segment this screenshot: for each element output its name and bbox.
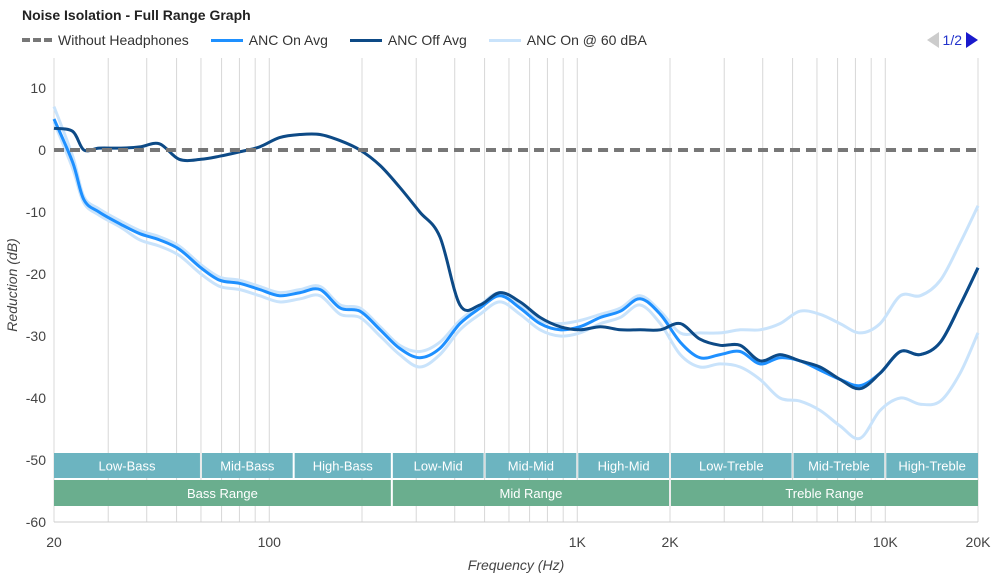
band-mid-bass-label: Mid-Bass — [220, 459, 275, 474]
y-tick-label: -30 — [26, 328, 46, 344]
chart-title: Noise Isolation - Full Range Graph — [22, 7, 251, 23]
x-tick-label: 1K — [569, 534, 587, 550]
legend-pager: 1/2 — [926, 32, 978, 48]
y-axis-title: Reduction (dB) — [4, 238, 20, 331]
band-high-treble — [886, 453, 978, 478]
page-indicator: 1/2 — [942, 32, 962, 48]
range-mid-range-label: Mid Range — [499, 486, 562, 501]
y-tick-label: -40 — [26, 390, 46, 406]
legend-item-without-headphones[interactable]: Without Headphones — [22, 32, 189, 48]
band-low-mid — [392, 453, 484, 478]
band-low-mid-label: Low-Mid — [414, 459, 463, 474]
x-tick-label: 20 — [46, 534, 62, 550]
range-bass-range-label: Bass Range — [187, 486, 258, 501]
prev-page-icon[interactable] — [926, 32, 939, 48]
y-tick-label: -20 — [26, 266, 46, 282]
legend-swatch — [22, 38, 52, 42]
legend: Without Headphones ANC On Avg ANC Off Av… — [22, 32, 647, 48]
y-tick-label: 0 — [38, 142, 46, 158]
y-tick-label: -50 — [26, 452, 46, 468]
y-tick-label: -10 — [26, 204, 46, 220]
legend-label: ANC On Avg — [248, 32, 328, 48]
range-treble-range-label: Treble Range — [785, 486, 863, 501]
x-tick-label: 100 — [258, 534, 282, 550]
y-tick-label: -60 — [26, 514, 46, 530]
legend-label: ANC On @ 60 dBA — [526, 32, 647, 48]
legend-swatch — [349, 38, 382, 42]
series-line-anc-off-avg — [53, 126, 980, 391]
legend-item-anc-on-avg[interactable]: ANC On Avg — [210, 32, 328, 48]
series-line-anc-on-60dba-alt — [52, 121, 980, 441]
range-treble-range — [671, 480, 978, 506]
x-axis-title: Frequency (Hz) — [468, 557, 564, 573]
y-tick-label: 10 — [30, 80, 46, 96]
band-high-treble-label: High-Treble — [898, 459, 965, 474]
band-mid-mid — [485, 453, 577, 478]
next-page-icon[interactable] — [966, 32, 978, 48]
band-high-mid — [578, 453, 669, 478]
band-high-mid-label: High-Mid — [598, 459, 650, 474]
band-low-treble-label: Low-Treble — [699, 459, 764, 474]
band-mid-treble-label: Mid-Treble — [808, 459, 870, 474]
legend-label: Without Headphones — [58, 32, 189, 48]
legend-swatch — [488, 38, 521, 42]
band-low-treble — [671, 453, 792, 478]
x-tick-label: 20K — [966, 534, 992, 550]
range-mid-range — [392, 480, 669, 506]
series-line-anc-on-avg — [52, 118, 980, 388]
legend-swatch — [210, 38, 243, 42]
legend-item-anc-off-avg[interactable]: ANC Off Avg — [349, 32, 467, 48]
x-tick-label: 2K — [661, 534, 679, 550]
range-bass-range — [54, 480, 391, 506]
band-mid-bass — [201, 453, 293, 478]
band-low-bass-label: Low-Bass — [98, 459, 156, 474]
legend-label: ANC Off Avg — [387, 32, 467, 48]
band-mid-mid-label: Mid-Mid — [508, 459, 554, 474]
legend-item-anc-on-60dba[interactable]: ANC On @ 60 dBA — [488, 32, 647, 48]
x-tick-label: 10K — [873, 534, 899, 550]
band-high-bass-label: High-Bass — [313, 459, 373, 474]
band-mid-treble — [793, 453, 885, 478]
band-high-bass — [294, 453, 391, 478]
series-line-anc-on-60-dba — [52, 106, 980, 354]
band-low-bass — [54, 453, 200, 478]
